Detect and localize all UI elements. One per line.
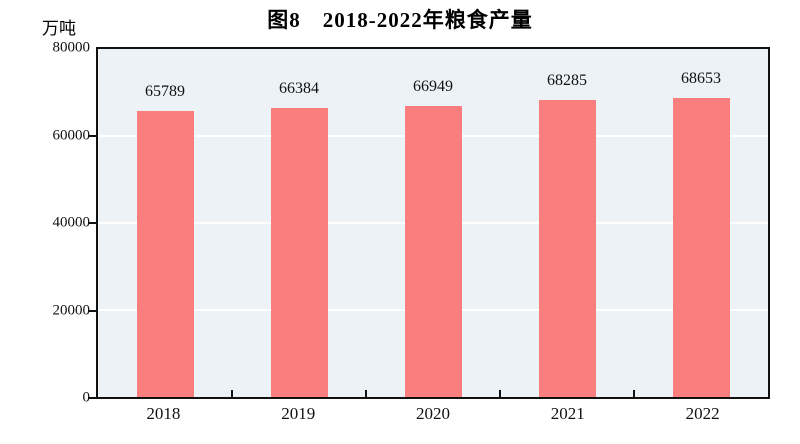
bar-value-label: 68285 (547, 71, 587, 89)
x-tick-mark (231, 390, 233, 397)
x-tick-label: 2018 (146, 404, 181, 423)
bar (672, 98, 730, 397)
plot-area: 65789 66384 66949 68285 68653 (96, 47, 770, 399)
y-axis-unit-label: 万吨 (42, 19, 76, 38)
bar (404, 105, 462, 397)
y-tick-label: 80000 (52, 39, 91, 56)
x-tick-label: 2022 (685, 404, 720, 423)
y-tick-label: 60000 (52, 127, 91, 143)
x-tick-mark (499, 390, 501, 397)
y-tick-label: 0 (82, 389, 91, 406)
bar-value-label: 65789 (145, 82, 185, 100)
y-tick-mark (88, 397, 96, 399)
x-tick-label: 2020 (415, 404, 450, 423)
x-tick-label: 2019 (281, 404, 316, 423)
x-tick-mark (633, 390, 635, 397)
x-tick-label: 2021 (550, 404, 585, 423)
y-tick-label: 40000 (52, 214, 91, 231)
bar-value-label: 68653 (681, 70, 721, 88)
y-tick-mark (88, 309, 96, 312)
bar (136, 110, 194, 397)
bar-value-label: 66949 (413, 77, 453, 95)
x-axis-labels: 2018 2019 2020 2021 2022 (96, 404, 770, 424)
y-tick-mark (88, 134, 96, 137)
x-tick-mark (365, 390, 367, 397)
bar (270, 108, 328, 397)
bar-value-label: 66384 (279, 80, 319, 98)
y-tick-label: 20000 (52, 302, 91, 318)
bar (538, 99, 596, 397)
chart-title: 图8 2018-2022年粮食产量 (267, 8, 533, 32)
y-tick-mark (88, 222, 96, 224)
